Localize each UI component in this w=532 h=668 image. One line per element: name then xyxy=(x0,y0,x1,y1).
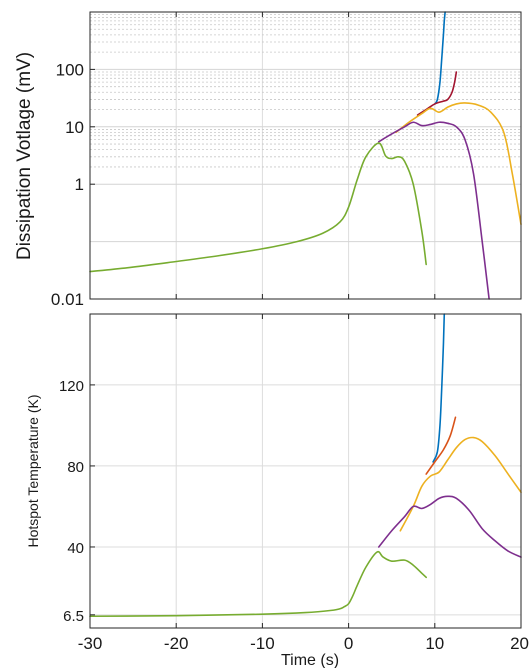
bottom-panel: 6.5 40 80 120 -30 -20 -10 0 10 20 Hotspot Temper… xyxy=(25,313,529,668)
bottom-x-tick-label: -30 xyxy=(78,634,103,653)
bottom-x-tick-labels: -30 -20 -10 0 10 20 xyxy=(78,634,529,653)
top-tick-marks xyxy=(89,12,522,300)
bottom-x-tick-label: 20 xyxy=(510,634,529,653)
bottom-x-tick-label: 10 xyxy=(425,634,444,653)
top-axes-frame xyxy=(89,11,522,300)
bottom-y-tick-label: 6.5 xyxy=(63,608,84,625)
bottom-plot-area xyxy=(90,314,521,628)
bottom-series xyxy=(89,313,522,618)
top-y-tick-labels: 0.01 1 10 100 xyxy=(51,60,84,309)
top-series xyxy=(89,11,522,300)
top-panel: 0.01 1 10 100 Dissipation Votlage (mV) xyxy=(14,11,522,309)
top-series-line-1 xyxy=(434,11,446,105)
top-y-tick-label: 10 xyxy=(65,118,84,137)
bottom-x-tick-label: -10 xyxy=(250,634,275,653)
top-plot-area xyxy=(90,12,521,299)
top-y-axis-label: Dissipation Votlage (mV) xyxy=(14,52,35,260)
bottom-series-line-5 xyxy=(89,550,427,618)
bottom-y-axis-label: Hotspot Temperature (K) xyxy=(25,394,41,547)
bottom-y-tick-label: 120 xyxy=(59,378,84,395)
bottom-axes-frame xyxy=(89,313,522,629)
bottom-y-tick-label: 80 xyxy=(67,459,84,476)
bottom-x-tick-label: 0 xyxy=(344,634,353,653)
bottom-series-line-2 xyxy=(425,416,457,475)
bottom-y-tick-label: 40 xyxy=(67,540,84,557)
bottom-series-line-3 xyxy=(399,436,522,532)
top-series-line-5 xyxy=(89,142,427,273)
top-y-tick-label: 1 xyxy=(75,175,84,194)
bottom-x-tick-label: -20 xyxy=(164,634,189,653)
bottom-tick-marks xyxy=(89,314,522,628)
top-series-line-3 xyxy=(395,102,522,226)
bottom-series-line-1 xyxy=(432,313,446,463)
bottom-y-tick-labels: 6.5 40 80 120 xyxy=(59,378,84,625)
top-y-tick-label: 100 xyxy=(56,60,84,79)
top-series-line-4 xyxy=(377,121,490,300)
bottom-series-line-4 xyxy=(377,495,522,558)
x-axis-label: Time (s) xyxy=(281,652,339,668)
top-y-tick-label: 0.01 xyxy=(51,290,84,309)
